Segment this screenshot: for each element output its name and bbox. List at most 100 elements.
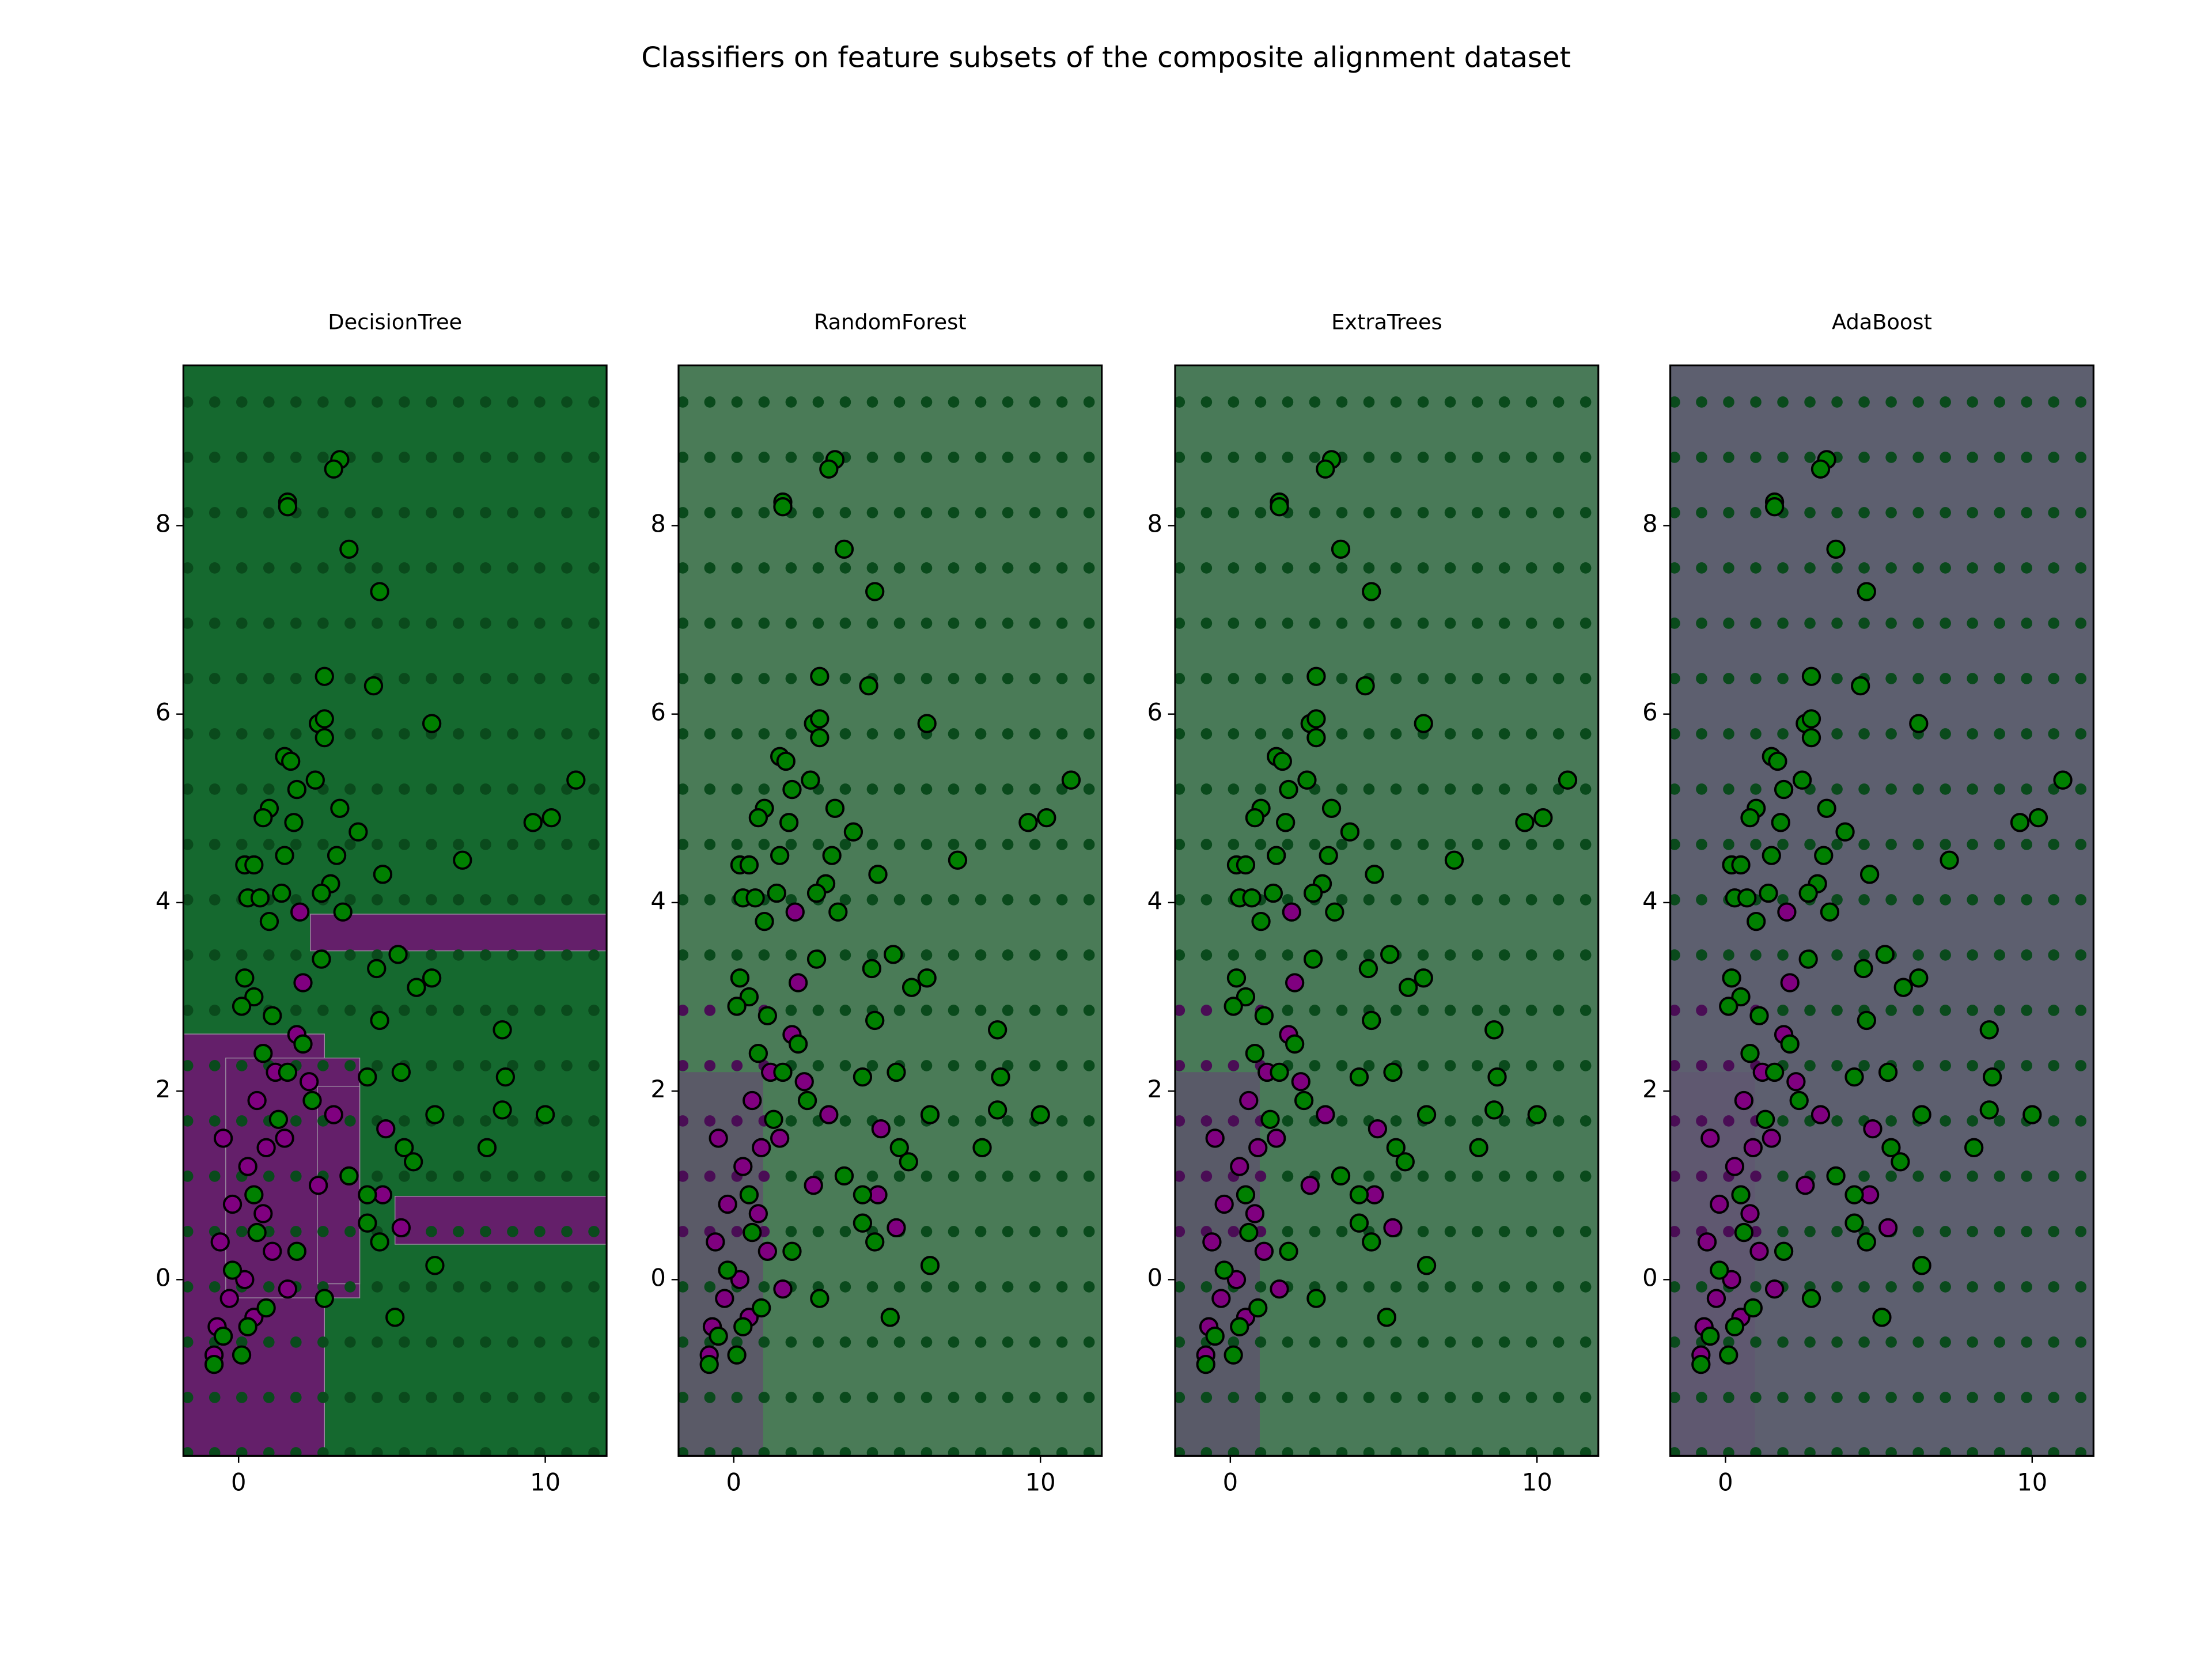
data-point <box>1297 770 1317 790</box>
y-tick-label: 8 <box>650 509 665 537</box>
surface-dot <box>183 562 194 574</box>
surface-dot <box>1228 839 1240 850</box>
surface-dot <box>1175 618 1185 629</box>
surface-dot <box>2075 1115 2087 1127</box>
surface-dot <box>1750 1281 1762 1293</box>
surface-dot <box>1885 1115 1897 1127</box>
surface-dot <box>1525 783 1537 795</box>
x-tick-label: 0 <box>1718 1468 1733 1496</box>
surface-dot <box>1580 1336 1592 1348</box>
data-point <box>1700 1128 1720 1148</box>
surface-dot <box>561 1447 573 1456</box>
surface-dot <box>2021 894 2032 906</box>
data-point <box>210 1232 230 1252</box>
data-point <box>1710 1194 1729 1214</box>
surface-dot <box>1336 1060 1348 1071</box>
surface-dot <box>2021 1447 2032 1456</box>
surface-dot <box>1804 396 1816 408</box>
data-point <box>718 1260 737 1280</box>
data-point <box>1306 728 1326 748</box>
surface-dot <box>236 1392 248 1403</box>
surface-dot <box>1994 1226 2005 1237</box>
data-point <box>315 709 334 729</box>
surface-dot <box>453 1005 464 1016</box>
surface-dot <box>1002 396 1014 408</box>
data-point <box>1881 1138 1901 1157</box>
surface-dot <box>1083 783 1095 795</box>
surface-dot <box>1967 396 1978 408</box>
surface-dot <box>1363 396 1375 408</box>
data-point <box>1285 973 1305 993</box>
surface-dot <box>1471 1226 1483 1237</box>
surface-dot <box>1417 618 1429 629</box>
surface-dot <box>453 452 464 463</box>
surface-dot <box>1525 507 1537 518</box>
surface-dot <box>893 839 906 850</box>
y-tick-label: 0 <box>1642 1263 1657 1291</box>
surface-dot <box>1390 507 1402 518</box>
surface-dot <box>1200 949 1213 961</box>
surface-dot <box>1002 839 1014 850</box>
surface-dot <box>507 396 518 408</box>
surface-dot <box>1670 1281 1680 1293</box>
surface-dot <box>534 1226 546 1237</box>
surface-dot <box>209 1281 221 1293</box>
surface-dot <box>507 1005 518 1016</box>
surface-dot <box>290 1226 302 1237</box>
surface-dot <box>1967 507 1978 518</box>
surface-dot <box>948 894 960 906</box>
surface-dot <box>893 396 906 408</box>
surface-dot <box>893 1005 906 1016</box>
surface-dot <box>1940 1392 1951 1403</box>
data-point <box>275 846 294 865</box>
surface-dot <box>893 1115 906 1127</box>
data-point <box>1395 1152 1415 1172</box>
surface-dot <box>921 452 933 463</box>
data-point <box>1691 1354 1711 1374</box>
surface-dot <box>1200 673 1213 684</box>
surface-dot <box>1580 673 1592 684</box>
surface-dot <box>1200 894 1213 906</box>
surface-dot <box>1858 839 1870 850</box>
data-point <box>324 1105 343 1124</box>
data-point <box>1731 1185 1751 1205</box>
surface-dot <box>1471 396 1483 408</box>
data-point <box>235 968 255 988</box>
surface-dot <box>236 728 248 740</box>
surface-dot <box>1282 1171 1294 1182</box>
data-point <box>315 666 334 686</box>
surface-dot <box>1831 1447 1843 1456</box>
surface-dot <box>731 562 743 574</box>
surface-dot <box>317 396 329 408</box>
data-point <box>278 497 298 517</box>
surface-dot <box>534 618 546 629</box>
surface-dot <box>534 949 546 961</box>
surface-dot <box>561 1115 573 1127</box>
surface-dot <box>948 673 960 684</box>
surface-dot <box>1967 1115 1978 1127</box>
surface-dot <box>975 396 987 408</box>
surface-dot <box>480 1281 491 1293</box>
surface-dot <box>1175 1060 1185 1071</box>
surface-dot <box>1994 783 2005 795</box>
surface-dot <box>1696 507 1707 518</box>
surface-dot <box>1390 1171 1402 1182</box>
data-point <box>1414 714 1433 733</box>
surface-dot <box>399 618 410 629</box>
data-point <box>773 497 793 517</box>
surface-dot <box>1670 949 1680 961</box>
surface-dot <box>534 1447 546 1456</box>
surface-dot <box>426 1336 437 1348</box>
surface-dot <box>1309 1336 1321 1348</box>
surface-dot <box>1994 1336 2005 1348</box>
surface-dot <box>507 673 518 684</box>
surface-dot <box>1858 562 1870 574</box>
surface-dot <box>480 618 491 629</box>
surface-dot <box>534 728 546 740</box>
surface-dot <box>1390 1336 1402 1348</box>
surface-dot <box>1723 562 1734 574</box>
surface-dot <box>1390 452 1402 463</box>
surface-dot <box>1175 839 1185 850</box>
surface-dot <box>534 1060 546 1071</box>
